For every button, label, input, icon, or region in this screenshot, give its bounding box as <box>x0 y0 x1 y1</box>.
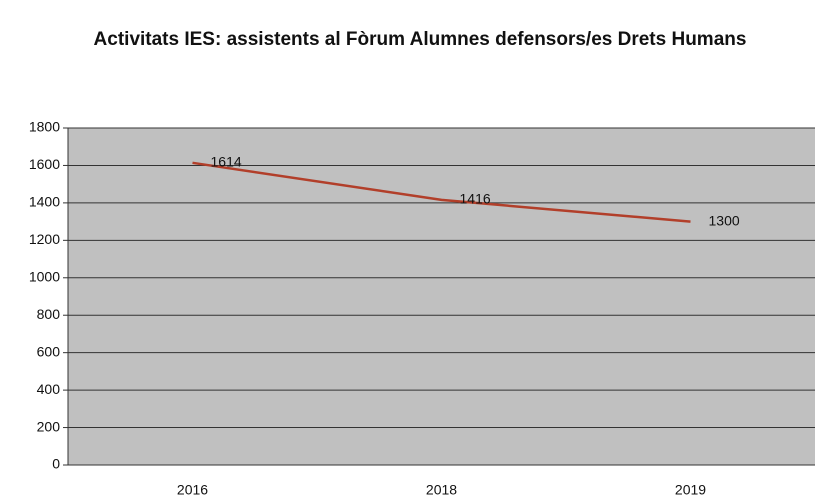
y-tick-label: 600 <box>37 343 61 359</box>
chart-title: Activitats IES: assistents al Fòrum Alum… <box>93 29 747 50</box>
y-tick-label: 200 <box>37 418 61 434</box>
data-label: 1614 <box>211 154 242 170</box>
y-tick-label: 1200 <box>29 231 60 247</box>
y-tick-label: 400 <box>37 381 61 397</box>
plot-area <box>68 128 815 465</box>
y-tick-label: 0 <box>52 456 60 472</box>
y-tick-label: 800 <box>37 306 61 322</box>
data-label: 1416 <box>460 191 491 207</box>
y-tick-label: 1600 <box>29 156 60 172</box>
data-label: 1300 <box>709 212 740 228</box>
y-tick-label: 1400 <box>29 194 60 210</box>
line <box>192 161 691 223</box>
x-tick-label: 2019 <box>675 482 706 498</box>
y-tick-label: 1000 <box>29 268 60 284</box>
x-tick-label: 2018 <box>426 482 457 498</box>
y-tick-label: 1800 <box>29 119 60 135</box>
x-tick-label: 2016 <box>177 482 208 498</box>
